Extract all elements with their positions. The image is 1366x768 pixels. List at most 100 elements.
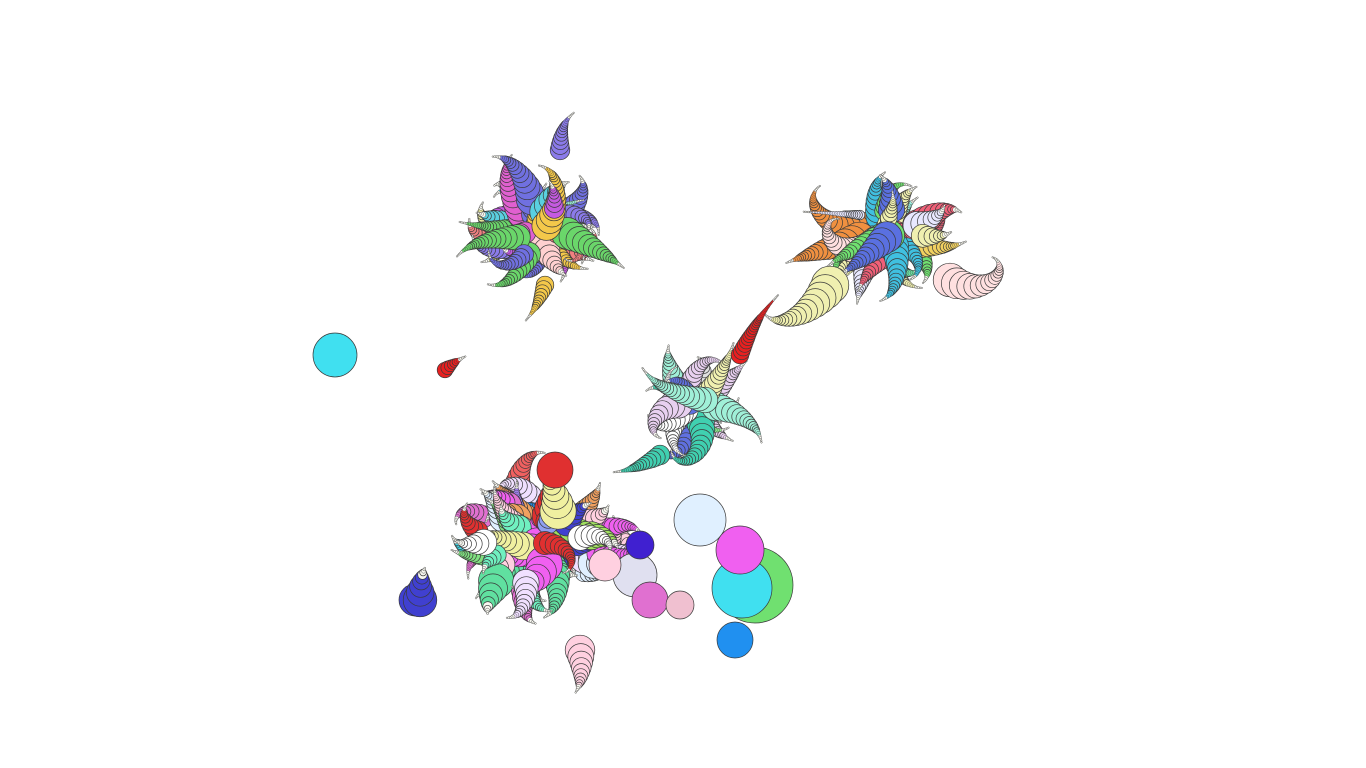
bead xyxy=(475,211,478,214)
bead xyxy=(471,234,474,237)
bead xyxy=(510,585,514,588)
bead xyxy=(491,480,494,483)
bead xyxy=(464,355,467,358)
bead xyxy=(479,488,482,491)
bead xyxy=(491,155,494,158)
bead xyxy=(468,218,471,221)
bead xyxy=(481,201,484,204)
bead xyxy=(879,299,882,302)
bead xyxy=(683,454,686,457)
bead xyxy=(564,274,568,277)
bead xyxy=(884,171,887,174)
bead xyxy=(575,574,579,577)
bead xyxy=(727,426,730,429)
bead xyxy=(454,539,457,542)
bead xyxy=(920,286,923,289)
bead xyxy=(716,621,754,659)
bead xyxy=(510,153,513,156)
bead-cluster-middle xyxy=(612,294,780,474)
bead xyxy=(760,441,763,444)
bead xyxy=(737,397,740,400)
bead xyxy=(486,283,489,286)
bead xyxy=(486,612,489,615)
bead xyxy=(543,616,546,619)
bead xyxy=(922,281,925,284)
bead xyxy=(991,256,994,259)
bead xyxy=(586,267,589,270)
bead xyxy=(856,302,859,305)
bead xyxy=(580,262,583,265)
bead xyxy=(312,332,358,378)
bead xyxy=(915,185,918,188)
bead xyxy=(964,240,967,243)
bead xyxy=(480,261,483,264)
bead xyxy=(451,534,454,538)
bead xyxy=(910,185,913,188)
bead xyxy=(908,278,911,281)
bead xyxy=(777,294,780,297)
bead xyxy=(480,492,484,495)
bead xyxy=(506,616,509,619)
bead xyxy=(538,164,541,167)
bead xyxy=(959,211,963,214)
bead xyxy=(485,520,488,523)
bead xyxy=(500,504,503,507)
bead xyxy=(616,546,619,549)
bead-cluster-lower-left xyxy=(312,332,794,694)
bead xyxy=(588,548,622,582)
bead xyxy=(612,471,615,474)
bead xyxy=(450,549,453,552)
bead xyxy=(802,210,805,213)
bead xyxy=(536,451,574,489)
bead xyxy=(455,523,458,526)
bead xyxy=(670,449,673,452)
bead xyxy=(818,184,821,187)
bead xyxy=(592,259,595,262)
bead xyxy=(544,599,547,602)
bead xyxy=(578,174,581,177)
bead xyxy=(645,389,648,392)
bead xyxy=(423,566,426,570)
bead xyxy=(466,502,469,505)
bead xyxy=(622,266,625,269)
bead xyxy=(545,182,548,185)
bead xyxy=(641,367,644,370)
bead xyxy=(572,111,575,114)
bead xyxy=(879,174,882,177)
bead xyxy=(607,504,610,507)
bead xyxy=(760,439,763,442)
bead xyxy=(625,530,655,560)
bead xyxy=(567,181,570,184)
bead xyxy=(916,196,919,199)
bead xyxy=(534,622,537,625)
bead xyxy=(665,590,695,620)
bead xyxy=(642,368,645,371)
bead xyxy=(675,365,678,368)
bead xyxy=(949,231,953,234)
bead xyxy=(582,199,585,202)
bead xyxy=(493,485,496,488)
bead xyxy=(493,184,496,187)
bead xyxy=(732,342,735,345)
bead xyxy=(857,290,860,293)
bead xyxy=(550,609,553,612)
bead xyxy=(456,255,459,258)
bead xyxy=(574,691,577,694)
bead xyxy=(564,258,567,261)
bead xyxy=(482,260,485,263)
bead xyxy=(543,451,546,454)
bead xyxy=(589,501,593,505)
bead xyxy=(524,319,527,322)
bead xyxy=(804,210,807,213)
bead xyxy=(715,525,765,575)
bead xyxy=(562,572,565,575)
bead xyxy=(667,344,670,347)
bead xyxy=(516,479,519,482)
bead xyxy=(482,571,485,575)
bead xyxy=(597,233,600,236)
bead xyxy=(475,597,478,600)
bead xyxy=(785,261,788,264)
bead xyxy=(891,190,894,193)
bead xyxy=(599,482,602,485)
